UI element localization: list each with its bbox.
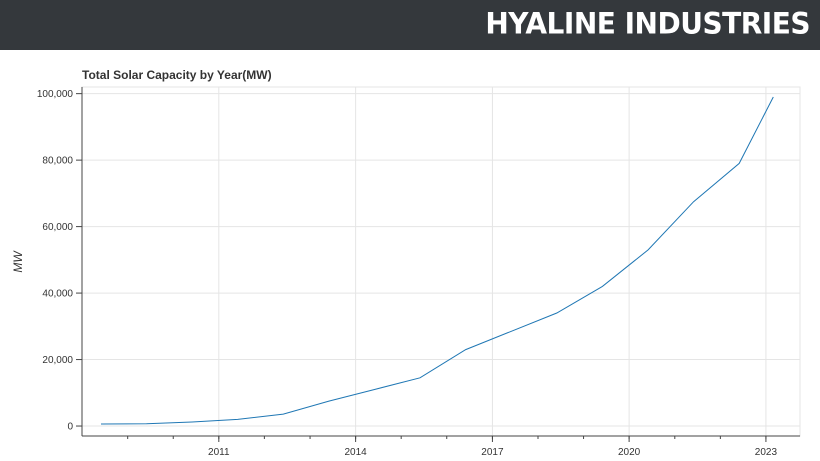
top-bar: HYALINE INDUSTRIES [0,0,820,50]
y-tick-label: 80,000 [42,156,73,167]
y-tick-label: 40,000 [42,289,73,300]
series-line [100,96,774,425]
chart-title: Total Solar Capacity by Year(MW) [82,68,272,82]
series-layer [100,96,774,425]
axes: 0 20,000 40,000 60,000 80,000 100,000 2011 2014… [37,87,800,458]
x-tick-label: 2017 [481,447,504,458]
x-tick-label: 2014 [344,447,367,458]
x-tick-label: 2023 [755,447,778,458]
y-tick-label: 60,000 [42,222,73,233]
grid [82,87,800,436]
x-tick-label: 2011 [208,447,230,458]
x-tick-label: 2020 [618,447,641,458]
brand-logo: HYALINE INDUSTRIES [485,6,810,41]
y-tick-label: 20,000 [42,355,73,366]
y-tick-label: 100,000 [37,89,74,100]
plot-frame [81,86,801,437]
y-tick-label: 0 [67,422,73,433]
